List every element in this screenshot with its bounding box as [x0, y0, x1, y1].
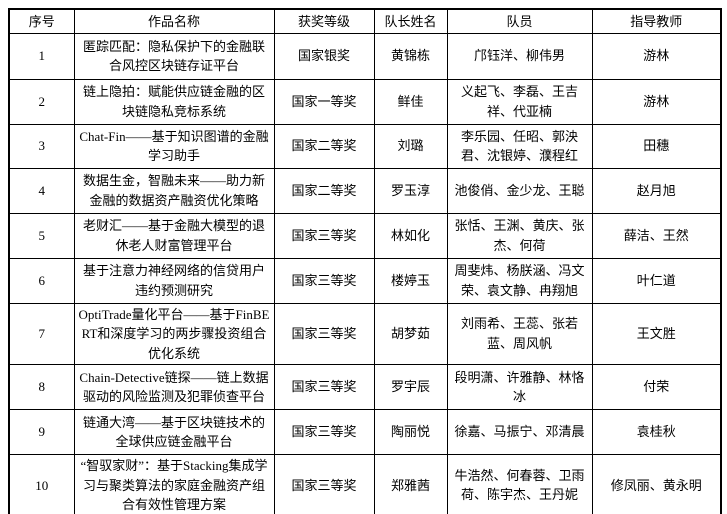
cell-members: 刘雨希、王蕊、张若蓝、周风帆: [446, 302, 593, 365]
cell-leader: 胡梦茹: [373, 302, 448, 365]
cell-leader: 刘璐: [373, 123, 448, 169]
table-row: 10 “智驭家财”：基于Stacking集成学习与聚类算法的家庭金融资产组合有效…: [8, 454, 722, 514]
cell-advisor: 薛洁、王然: [591, 212, 722, 259]
cell-no: 8: [8, 364, 75, 410]
cell-advisor: 游林: [591, 32, 722, 80]
cell-leader: 鲜佳: [373, 78, 448, 125]
cell-title: 数据生金，智融未来——助力新金融的数据资产融资优化策略: [73, 167, 275, 214]
cell-advisor: 赵月旭: [591, 167, 722, 214]
cell-members: 池俊俏、金少龙、王聪: [446, 167, 593, 214]
cell-advisor: 付荣: [591, 364, 722, 410]
cell-leader: 陶丽悦: [373, 409, 448, 455]
cell-award: 国家三等奖: [273, 454, 375, 514]
cell-leader: 林如化: [373, 212, 448, 259]
cell-advisor: 游林: [591, 78, 722, 125]
cell-award: 国家三等奖: [273, 302, 375, 365]
awards-table: 序号 作品名称 获奖等级 队长姓名 队员 指导教师 1 匿踪匹配：隐私保护下的金…: [8, 8, 722, 514]
cell-title: Chain-Detective链探——链上数据驱动的风险监测及犯罪侦查平台: [73, 364, 275, 410]
cell-leader: 黄锦栋: [373, 32, 448, 80]
column-header-advisor: 指导教师: [591, 8, 722, 34]
table-row: 5 老财汇——基于金融大模型的退休老人财富管理平台 国家三等奖 林如化 张恬、王…: [8, 212, 722, 259]
cell-members: 张恬、王渊、黄庆、张杰、何荷: [446, 212, 593, 259]
cell-members: 徐嘉、马振宁、邓清晨: [446, 409, 593, 455]
cell-award: 国家二等奖: [273, 167, 375, 214]
cell-no: 9: [8, 409, 75, 455]
header-row: 序号 作品名称 获奖等级 队长姓名 队员 指导教师: [8, 8, 722, 34]
cell-leader: 楼婷玉: [373, 257, 448, 304]
cell-members: 李乐园、任昭、郭泱君、沈银婷、濮程红: [446, 123, 593, 169]
cell-title: 老财汇——基于金融大模型的退休老人财富管理平台: [73, 212, 275, 259]
column-header-title: 作品名称: [73, 8, 275, 34]
table-row: 4 数据生金，智融未来——助力新金融的数据资产融资优化策略 国家二等奖 罗玉淳 …: [8, 167, 722, 214]
cell-award: 国家三等奖: [273, 364, 375, 410]
cell-award: 国家三等奖: [273, 409, 375, 455]
cell-members: 周斐炜、杨朕涵、冯文荣、袁文静、冉翔旭: [446, 257, 593, 304]
cell-advisor: 王文胜: [591, 302, 722, 365]
cell-title: 链上隐拍：赋能供应链金融的区块链隐私竞标系统: [73, 78, 275, 125]
cell-advisor: 叶仁道: [591, 257, 722, 304]
table-row: 8 Chain-Detective链探——链上数据驱动的风险监测及犯罪侦查平台 …: [8, 364, 722, 410]
cell-no: 10: [8, 454, 75, 514]
cell-title: 匿踪匹配：隐私保护下的金融联合风控区块链存证平台: [73, 32, 275, 80]
cell-title: “智驭家财”：基于Stacking集成学习与聚类算法的家庭金融资产组合有效性管理…: [73, 454, 275, 514]
cell-no: 2: [8, 78, 75, 125]
cell-leader: 郑雅茜: [373, 454, 448, 514]
cell-members: 牛浩然、何春蓉、卫雨荷、陈宇杰、王丹妮: [446, 454, 593, 514]
cell-advisor: 袁桂秋: [591, 409, 722, 455]
cell-advisor: 修凤丽、黄永明: [591, 454, 722, 514]
column-header-leader: 队长姓名: [373, 8, 448, 34]
cell-no: 1: [8, 32, 75, 80]
table-row: 3 Chat-Fin——基于知识图谱的金融学习助手 国家二等奖 刘璐 李乐园、任…: [8, 123, 722, 169]
cell-no: 4: [8, 167, 75, 214]
cell-title: OptiTrade量化平台——基于FinBERT和深度学习的两步骤投资组合优化系…: [73, 302, 275, 365]
table-row: 9 链通大湾——基于区块链技术的全球供应链金融平台 国家三等奖 陶丽悦 徐嘉、马…: [8, 409, 722, 455]
cell-no: 6: [8, 257, 75, 304]
cell-no: 3: [8, 123, 75, 169]
cell-no: 5: [8, 212, 75, 259]
cell-no: 7: [8, 302, 75, 365]
table-row: 6 基于注意力神经网络的信贷用户违约预测研究 国家三等奖 楼婷玉 周斐炜、杨朕涵…: [8, 257, 722, 304]
cell-title: Chat-Fin——基于知识图谱的金融学习助手: [73, 123, 275, 169]
cell-title: 链通大湾——基于区块链技术的全球供应链金融平台: [73, 409, 275, 455]
column-header-members: 队员: [446, 8, 593, 34]
cell-members: 段明潇、许雅静、林恪冰: [446, 364, 593, 410]
table-row: 1 匿踪匹配：隐私保护下的金融联合风控区块链存证平台 国家银奖 黄锦栋 邝钰洋、…: [8, 32, 722, 80]
cell-advisor: 田穗: [591, 123, 722, 169]
cell-award: 国家一等奖: [273, 78, 375, 125]
cell-award: 国家三等奖: [273, 257, 375, 304]
column-header-award: 获奖等级: [273, 8, 375, 34]
cell-award: 国家银奖: [273, 32, 375, 80]
cell-members: 邝钰洋、柳伟男: [446, 32, 593, 80]
table-row: 2 链上隐拍：赋能供应链金融的区块链隐私竞标系统 国家一等奖 鲜佳 义起飞、李磊…: [8, 78, 722, 125]
cell-leader: 罗宇辰: [373, 364, 448, 410]
cell-award: 国家三等奖: [273, 212, 375, 259]
cell-leader: 罗玉淳: [373, 167, 448, 214]
cell-title: 基于注意力神经网络的信贷用户违约预测研究: [73, 257, 275, 304]
table-row: 7 OptiTrade量化平台——基于FinBERT和深度学习的两步骤投资组合优…: [8, 302, 722, 365]
cell-award: 国家二等奖: [273, 123, 375, 169]
column-header-no: 序号: [8, 8, 75, 34]
cell-members: 义起飞、李磊、王吉祥、代亚楠: [446, 78, 593, 125]
